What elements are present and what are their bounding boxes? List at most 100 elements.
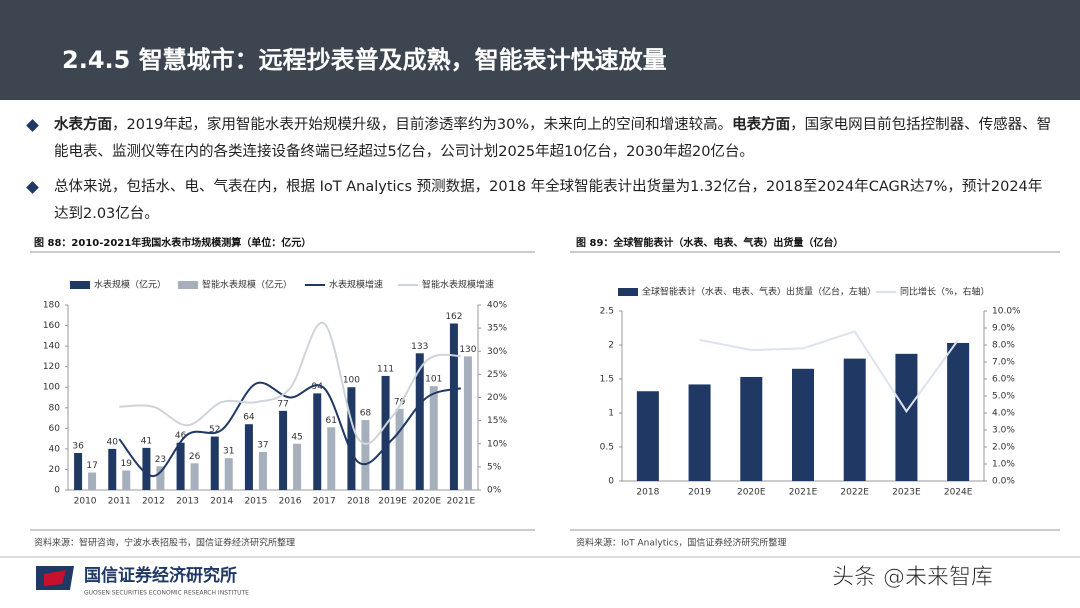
y2-tick-label: 3.0% xyxy=(992,426,1015,436)
legend-swatch xyxy=(70,281,90,289)
data-label: 68 xyxy=(360,409,372,419)
y-tick-label: 80 xyxy=(49,403,61,413)
y2-tick-label: 35% xyxy=(487,324,507,334)
chart-title: 图 88：2010-2021年我国水表市场规模测算（单位：亿元） xyxy=(34,236,311,249)
y2-tick-label: 15% xyxy=(487,416,507,426)
data-label: 64 xyxy=(243,413,255,423)
data-label: 17 xyxy=(86,461,97,471)
bar xyxy=(190,463,199,490)
data-label: 52 xyxy=(209,425,220,435)
bar xyxy=(142,447,151,490)
bullet-text: 水表方面 xyxy=(54,117,112,133)
x-tick-label: 2010 xyxy=(74,497,97,507)
line-series xyxy=(118,381,462,478)
data-label: 100 xyxy=(343,376,360,386)
x-tick-label: 2021E xyxy=(447,497,476,507)
data-label: 46 xyxy=(175,431,187,441)
bar xyxy=(327,427,336,490)
bar xyxy=(156,466,165,490)
bullet-text: 电表方面 xyxy=(732,117,791,133)
legend-swatch xyxy=(178,281,198,289)
y2-tick-label: 25% xyxy=(487,370,507,380)
data-label: 19 xyxy=(121,459,133,469)
bar xyxy=(740,376,763,481)
bar xyxy=(74,453,83,490)
y2-tick-label: 8.0% xyxy=(992,341,1015,351)
bar xyxy=(122,470,131,490)
data-label: 162 xyxy=(445,312,462,322)
x-tick-label: 2013 xyxy=(176,497,199,507)
data-label: 111 xyxy=(377,364,394,374)
logo xyxy=(44,570,66,586)
y-tick-label: 2.5 xyxy=(600,307,614,317)
x-tick-label: 2021E xyxy=(789,488,818,498)
bar xyxy=(347,387,356,490)
y-tick-label: 20 xyxy=(49,465,61,475)
x-tick-label: 2019E xyxy=(378,497,407,507)
data-label: 37 xyxy=(257,440,268,450)
x-tick-label: 2011 xyxy=(108,497,131,507)
y-tick-label: 180 xyxy=(43,301,60,311)
source-note: 资料来源：IoT Analytics，国信证券经济研究所整理 xyxy=(576,537,786,549)
legend-label: 智能水表规模（亿元） xyxy=(202,279,292,291)
y-tick-label: 1 xyxy=(608,409,614,419)
bar xyxy=(688,384,711,481)
legend-label: 水表规模增速 xyxy=(329,279,383,291)
y2-tick-label: 2.0% xyxy=(992,443,1015,453)
y2-tick-label: 0% xyxy=(487,486,502,496)
x-tick-label: 2015 xyxy=(244,497,267,507)
bar xyxy=(224,458,233,490)
data-label: 79 xyxy=(394,397,406,407)
bar xyxy=(361,420,370,490)
legend-label: 水表规模（亿元） xyxy=(94,279,166,291)
bar xyxy=(279,410,288,490)
bar xyxy=(895,353,918,481)
x-tick-label: 2019 xyxy=(688,488,711,498)
y2-tick-label: 0.0% xyxy=(992,477,1015,487)
bar xyxy=(108,448,117,490)
y2-tick-label: 20% xyxy=(487,393,507,403)
y2-tick-label: 6.0% xyxy=(992,375,1015,385)
bar xyxy=(88,472,97,490)
y2-tick-label: 7.0% xyxy=(992,358,1015,368)
bar xyxy=(395,408,404,490)
bar xyxy=(293,443,302,490)
source-note: 资料来源：智研咨询，宁波水表招股书，国信证券经济研究所整理 xyxy=(34,537,295,549)
x-tick-label: 2014 xyxy=(210,497,233,507)
bar xyxy=(463,356,472,490)
y2-tick-label: 30% xyxy=(487,347,507,357)
footer-org: 国信证券经济研究所 xyxy=(84,565,237,586)
bullet: 水表方面，2019年起，家用智能水表开始规模升级，目前渗透率约为30%，未来向上… xyxy=(26,112,1054,166)
data-label: 77 xyxy=(277,399,288,409)
footer-org-en: GUOSEN SECURITIES ECONOMIC RESEARCH INST… xyxy=(84,590,249,597)
bar xyxy=(415,353,424,490)
data-label: 94 xyxy=(312,382,324,392)
y-tick-label: 0 xyxy=(608,477,614,487)
bar xyxy=(843,358,866,481)
bar xyxy=(429,386,438,490)
x-tick-label: 2018 xyxy=(347,497,370,507)
x-tick-label: 2020E xyxy=(737,488,766,498)
y2-tick-label: 10% xyxy=(487,439,507,449)
bar xyxy=(244,424,253,490)
bar xyxy=(381,375,390,490)
data-label: 26 xyxy=(189,452,201,462)
bullet-text: 总体来说，包括水、电、气表在内，根据 IoT Analytics 预测数据，20… xyxy=(54,179,1043,222)
data-label: 40 xyxy=(107,437,119,447)
header-band: 2.4.5 智慧城市：远程抄表普及成熟，智能表计快速放量 xyxy=(0,0,1080,100)
line-series xyxy=(699,330,959,414)
data-label: 130 xyxy=(459,345,476,355)
legend-label: 智能水表规模增速 xyxy=(422,279,494,291)
data-label: 133 xyxy=(411,342,428,352)
x-tick-label: 2022E xyxy=(840,488,869,498)
y-tick-label: 120 xyxy=(43,362,60,372)
watermark: 头条 @未来智库 xyxy=(832,565,993,590)
bar xyxy=(449,323,458,490)
y2-tick-label: 4.0% xyxy=(992,409,1015,419)
legend-label: 同比增长（%，右轴） xyxy=(900,286,990,298)
data-label: 61 xyxy=(326,416,337,426)
x-tick-label: 2017 xyxy=(313,497,336,507)
y-tick-label: 160 xyxy=(43,321,60,331)
y2-tick-label: 5% xyxy=(487,462,502,472)
